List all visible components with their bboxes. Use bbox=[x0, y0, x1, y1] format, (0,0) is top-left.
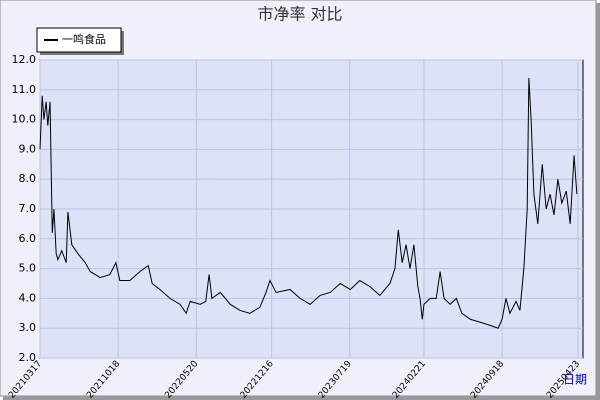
data-line bbox=[39, 77, 578, 329]
y-tick-label: 11.0 bbox=[12, 83, 37, 96]
y-tick-label: 12.0 bbox=[12, 53, 37, 66]
y-tick-label: 8.0 bbox=[19, 172, 37, 185]
x-axis-label: 日期 bbox=[563, 373, 587, 387]
y-tick-label: 5.0 bbox=[19, 262, 37, 275]
chart-title: 市净率 对比 bbox=[257, 5, 342, 24]
frame-shadow bbox=[596, 3, 600, 400]
y-tick-label: 7.0 bbox=[19, 202, 37, 215]
y-tick-label: 6.0 bbox=[19, 232, 37, 245]
frame-shadow bbox=[3, 396, 600, 400]
legend: 一鸣食品 bbox=[36, 27, 124, 55]
y-tick-label: 4.0 bbox=[19, 291, 37, 304]
y-tick-label: 10.0 bbox=[12, 113, 37, 126]
y-tick-label: 9.0 bbox=[19, 142, 37, 155]
y-tick-label: 2.0 bbox=[19, 351, 37, 364]
legend-label: 一鸣食品 bbox=[62, 32, 106, 46]
y-tick-label: 3.0 bbox=[19, 321, 37, 334]
